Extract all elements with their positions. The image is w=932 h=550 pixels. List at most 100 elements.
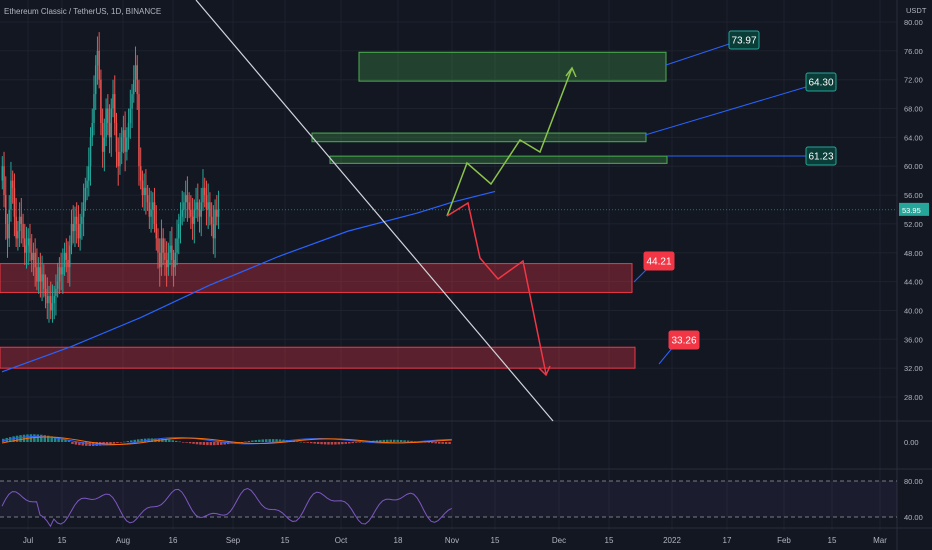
candle-body <box>184 195 187 203</box>
macd-bar-160 <box>278 439 282 442</box>
rsi-level-80-label: 80.00 <box>904 477 923 486</box>
candle-body <box>146 195 149 203</box>
price-tick-label-5: 60.00 <box>904 162 923 171</box>
candle-40 <box>70 209 73 255</box>
macd-bar-8 <box>15 435 19 442</box>
macd-bar-128 <box>223 442 226 445</box>
candle-body <box>207 202 209 210</box>
candle-103 <box>179 202 182 244</box>
macd-bar-202 <box>351 442 354 444</box>
candle-37 <box>65 238 68 273</box>
time-label-9: 15 <box>491 536 500 545</box>
price-tick-label-7: 52.00 <box>904 220 923 229</box>
price-callouts[interactable]: 73.97 64.30 61.23 44.21 33.26 <box>633 30 837 365</box>
macd-bar-170 <box>296 441 299 442</box>
candle-25 <box>44 274 47 309</box>
macd-bar-218 <box>379 440 382 442</box>
candle-64 <box>112 79 114 118</box>
candle-body <box>101 122 104 152</box>
candle-27 <box>48 285 50 323</box>
candle-body <box>56 281 59 289</box>
candle-4 <box>8 195 10 247</box>
price-tick-label-6: 56.00 <box>904 191 923 200</box>
candle-body <box>119 151 121 167</box>
candle-41 <box>72 205 74 244</box>
candle-10 <box>18 202 21 247</box>
bullish-arrowhead <box>565 66 577 78</box>
macd-bar-80 <box>140 438 143 442</box>
candle-5 <box>10 161 12 222</box>
rsi-band <box>0 481 897 517</box>
last-price-badge <box>899 202 929 216</box>
time-label-3: 16 <box>169 536 178 545</box>
macd-bar-172 <box>299 441 303 443</box>
candle-body <box>129 108 132 123</box>
candle-112 <box>195 187 197 219</box>
candle-body <box>200 202 202 217</box>
macd-bar-112 <box>195 442 199 445</box>
candle-7 <box>13 173 16 237</box>
zone-resistance-2 <box>329 155 668 164</box>
candle-body <box>216 209 218 217</box>
callout-target_2: 64.30 <box>644 72 837 136</box>
macd-bar-40 <box>71 442 74 444</box>
candle-48 <box>84 177 87 211</box>
callout-support_2: 33.26 <box>658 330 700 365</box>
macd-bar-248 <box>431 442 434 444</box>
candle-68 <box>119 133 121 175</box>
macd-bar-186 <box>323 442 327 445</box>
candle-102 <box>178 213 180 255</box>
candle-51 <box>89 127 92 186</box>
time-label-16: Mar <box>873 536 887 545</box>
callout-value: 64.30 <box>808 78 833 89</box>
candle-body <box>160 238 163 268</box>
candle-80 <box>139 147 142 190</box>
candle-118 <box>205 180 208 226</box>
macd-bar-126 <box>219 442 223 445</box>
time-label-13: 17 <box>723 536 732 545</box>
candle-body <box>209 202 211 217</box>
candle-body <box>150 209 152 217</box>
candle-body <box>82 202 85 217</box>
macd-bar-206 <box>358 442 361 443</box>
macd-bar-6 <box>12 436 15 442</box>
callout-value: 73.97 <box>731 36 756 47</box>
candle-15 <box>27 228 29 266</box>
candle-body <box>188 202 190 210</box>
candle-body <box>22 223 24 239</box>
candle-body <box>46 296 49 304</box>
callout-box <box>805 146 837 166</box>
macd-bar-188 <box>327 442 330 445</box>
candle-body <box>6 223 9 239</box>
candle-body <box>98 50 100 80</box>
macd-bar-114 <box>199 442 202 445</box>
candle-94 <box>164 238 166 276</box>
time-label-0: Jul <box>23 536 33 545</box>
candle-body <box>114 94 116 123</box>
candle-body <box>138 94 140 167</box>
macd-bar-148 <box>258 439 261 442</box>
candle-body <box>93 94 95 123</box>
candle-61 <box>107 94 109 136</box>
candle-117 <box>203 177 206 208</box>
macd-bar-88 <box>154 438 157 442</box>
candle-16 <box>29 223 31 262</box>
candle-body <box>63 252 66 268</box>
candle-body <box>55 288 57 297</box>
candle-105 <box>183 192 185 222</box>
macd-bar-182 <box>316 442 320 444</box>
candle-body <box>32 252 35 260</box>
candle-body <box>10 180 12 210</box>
candle-body <box>124 130 126 152</box>
callout-value: 61.23 <box>808 152 833 163</box>
trendline[interactable] <box>195 0 554 422</box>
candle-42 <box>74 206 76 247</box>
candle-body <box>134 65 137 80</box>
candle-22 <box>39 252 42 298</box>
time-label-11: 15 <box>605 536 614 545</box>
candle-36 <box>63 242 66 276</box>
time-label-8: Nov <box>445 536 459 545</box>
macd-bar-174 <box>303 442 306 443</box>
macd-bar-144 <box>251 440 254 442</box>
